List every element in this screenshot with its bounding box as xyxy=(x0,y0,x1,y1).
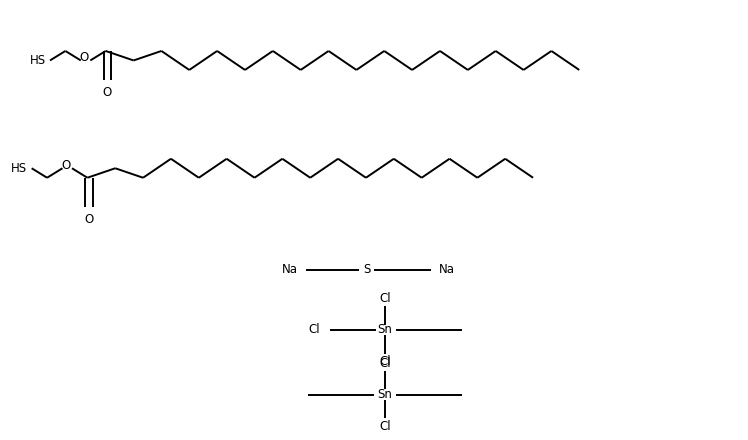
Text: Na: Na xyxy=(282,263,298,276)
Text: Cl: Cl xyxy=(308,323,319,337)
Text: Cl: Cl xyxy=(379,292,390,305)
Text: Sn: Sn xyxy=(378,323,393,337)
Text: Sn: Sn xyxy=(378,388,393,401)
Text: S: S xyxy=(363,263,370,276)
Text: O: O xyxy=(85,213,94,226)
Text: HS: HS xyxy=(29,54,46,67)
Text: O: O xyxy=(80,51,89,64)
Text: O: O xyxy=(102,86,111,99)
Text: Cl: Cl xyxy=(379,355,390,368)
Text: Cl: Cl xyxy=(379,357,390,370)
Text: O: O xyxy=(61,159,71,172)
Text: Na: Na xyxy=(439,263,456,276)
Text: HS: HS xyxy=(11,162,27,175)
Text: Cl: Cl xyxy=(379,420,390,433)
